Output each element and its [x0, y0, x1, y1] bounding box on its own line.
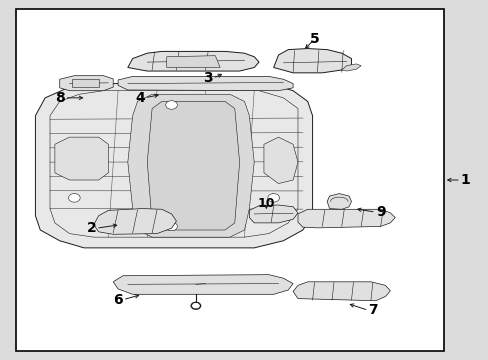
Text: 1: 1 [460, 173, 469, 187]
Polygon shape [249, 205, 297, 223]
Text: 10: 10 [257, 197, 275, 210]
Bar [72, 79, 99, 87]
Polygon shape [35, 84, 312, 248]
Text: 6: 6 [113, 293, 122, 307]
Circle shape [165, 222, 177, 231]
Circle shape [267, 194, 279, 202]
Polygon shape [292, 282, 389, 301]
Polygon shape [113, 275, 292, 294]
Polygon shape [94, 208, 176, 234]
Polygon shape [55, 137, 108, 180]
Polygon shape [166, 56, 220, 67]
Polygon shape [297, 209, 394, 228]
Text: 5: 5 [309, 32, 319, 46]
Circle shape [68, 194, 80, 202]
Text: 3: 3 [203, 71, 212, 85]
Text: 7: 7 [368, 303, 377, 318]
Polygon shape [127, 94, 254, 237]
Polygon shape [118, 76, 292, 91]
Text: 2: 2 [86, 221, 96, 235]
Polygon shape [341, 64, 361, 71]
Text: 8: 8 [55, 91, 64, 105]
Polygon shape [127, 51, 259, 71]
Text: 9: 9 [375, 205, 385, 219]
Polygon shape [326, 194, 351, 209]
Polygon shape [60, 76, 113, 91]
Polygon shape [147, 102, 239, 230]
Circle shape [165, 101, 177, 109]
Bar [16, 9, 443, 351]
Polygon shape [273, 49, 351, 73]
Text: 4: 4 [135, 91, 144, 105]
Polygon shape [264, 137, 297, 184]
Circle shape [191, 302, 201, 309]
